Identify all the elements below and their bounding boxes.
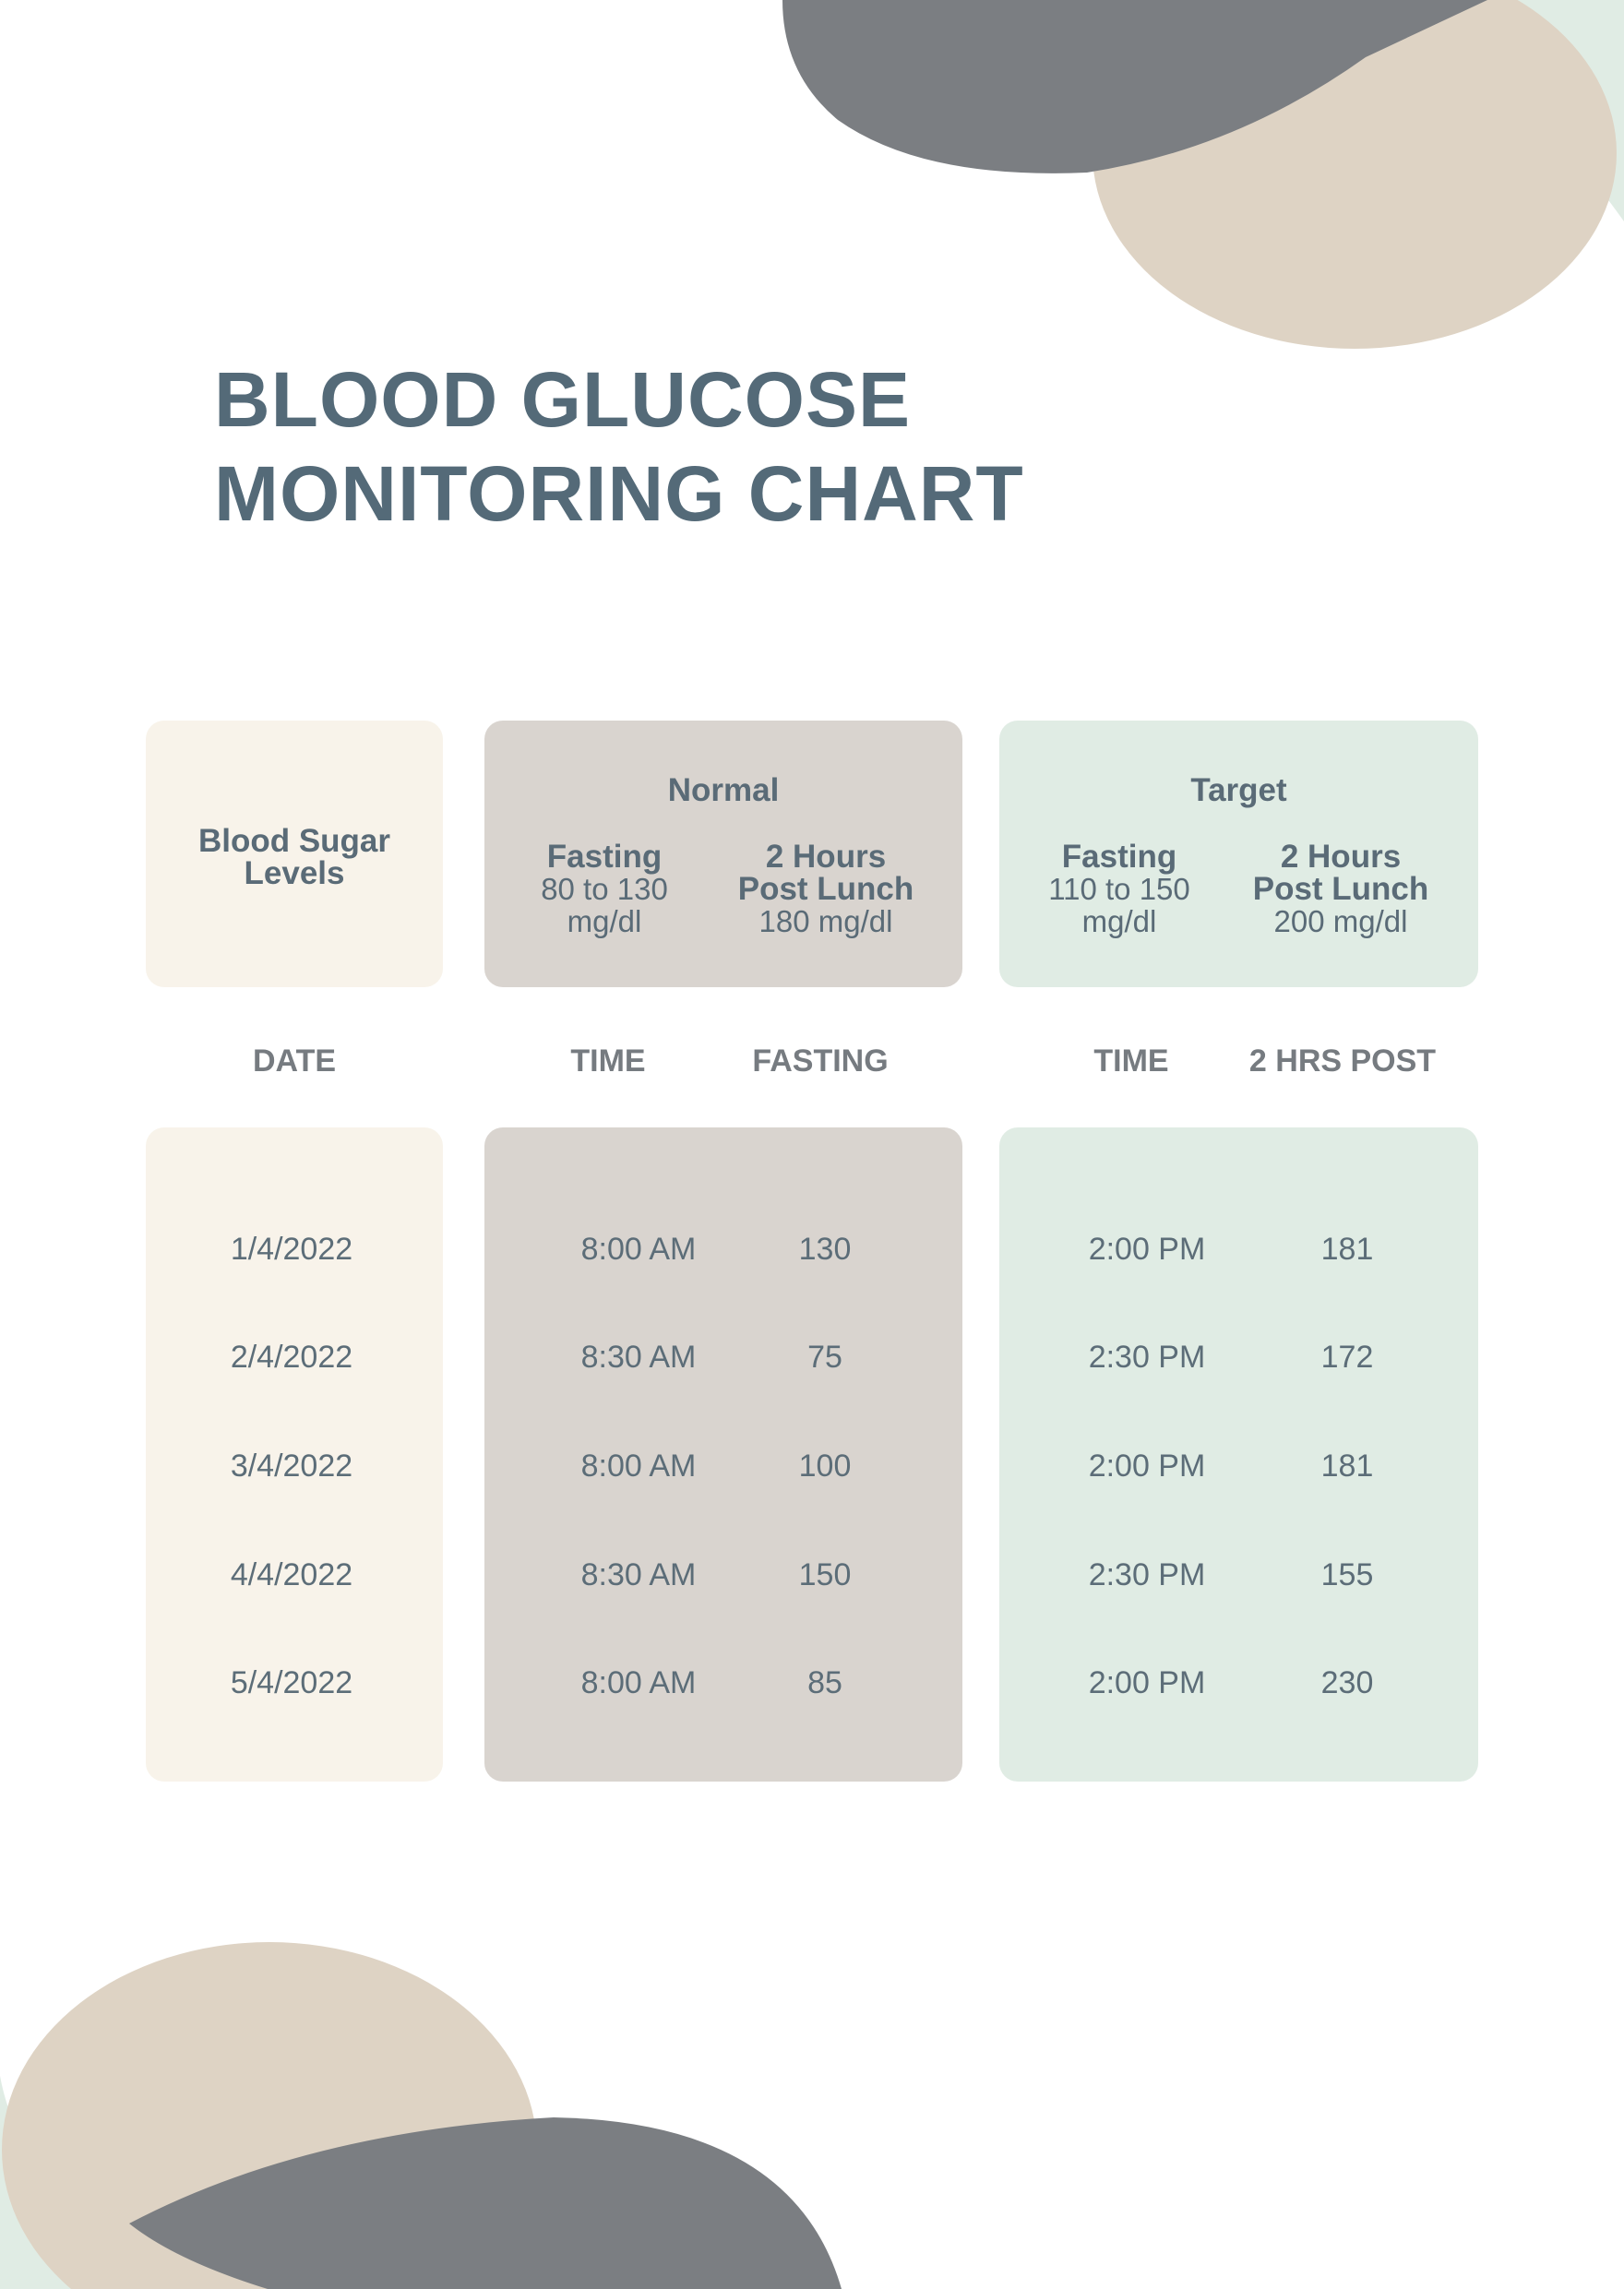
title-line-1: BLOOD GLUCOSE [214,356,912,443]
target-heading: Target [1190,772,1287,808]
cell-fasting-time: 8:00 AM [580,1665,697,1700]
cell-fasting-time: 8:00 AM [580,1449,697,1484]
target-post-value: 200 mg/dl [1273,904,1408,938]
post-lunch-column-box [999,1127,1478,1782]
legend-target-box: Target Fasting 110 to 150 mg/dl 2 Hours … [999,721,1478,987]
normal-fasting-range-line-2: mg/dl [567,904,642,938]
cell-post-value: 172 [1320,1340,1374,1375]
cell-post-time: 2:00 PM [1088,1449,1206,1484]
cell-fasting-time: 8:00 AM [580,1232,697,1267]
cell-post-time: 2:30 PM [1088,1340,1206,1375]
normal-fasting-label: Fasting [546,839,663,875]
target-fasting-range-line-1: 110 to 150 [1048,872,1190,906]
cell-post-time: 2:00 PM [1088,1665,1206,1700]
cell-date: 2/4/2022 [230,1340,353,1375]
column-header-fasting-time: TIME [570,1043,646,1079]
cell-fasting-value: 130 [798,1232,852,1267]
normal-post-label-line-2: Post Lunch [737,871,914,907]
column-header-fasting: FASTING [752,1043,889,1079]
cell-post-value: 181 [1320,1232,1374,1267]
title-line-2: MONITORING CHART [214,450,1024,537]
target-post-label-line-2: Post Lunch [1252,871,1429,907]
blood-sugar-label-line-2: Levels [244,855,345,891]
column-header-date: DATE [252,1043,337,1079]
cell-date: 5/4/2022 [230,1665,353,1700]
legend-blood-sugar-box: Blood Sugar Levels [146,721,443,987]
target-post-label-line-1: 2 Hours [1280,839,1402,875]
bottom-slate-blob [129,2117,842,2289]
column-header-2hrs-post: 2 HRS POST [1248,1043,1437,1079]
page-title: BLOOD GLUCOSE MONITORING CHART [214,352,1024,541]
cell-fasting-value: 150 [798,1557,852,1592]
target-fasting-range-line-2: mg/dl [1081,904,1157,938]
cell-fasting-time: 8:30 AM [580,1557,697,1592]
cell-fasting-value: 100 [798,1449,852,1484]
cell-fasting-value: 85 [807,1665,842,1700]
normal-post-value: 180 mg/dl [758,904,893,938]
top-slate-blob [782,0,1487,173]
cell-fasting-time: 8:30 AM [580,1340,697,1375]
cell-post-time: 2:30 PM [1088,1557,1206,1592]
cell-date: 1/4/2022 [230,1232,353,1267]
legend-normal-box: Normal Fasting 80 to 130 mg/dl 2 Hours P… [484,721,962,987]
cell-post-value: 181 [1320,1449,1374,1484]
date-column-box [146,1127,443,1782]
cell-post-value: 155 [1320,1557,1374,1592]
cell-date: 4/4/2022 [230,1557,353,1592]
normal-heading: Normal [667,772,780,808]
cell-date: 3/4/2022 [230,1449,353,1484]
cell-post-value: 230 [1320,1665,1374,1700]
cell-post-time: 2:00 PM [1088,1232,1206,1267]
target-fasting-label: Fasting [1061,839,1177,875]
blood-sugar-label-line-1: Blood Sugar [197,823,391,859]
normal-fasting-range-line-1: 80 to 130 [541,872,668,906]
normal-post-label-line-1: 2 Hours [765,839,887,875]
cell-fasting-value: 75 [807,1340,842,1375]
fasting-column-box [484,1127,962,1782]
column-header-post-time: TIME [1093,1043,1169,1079]
